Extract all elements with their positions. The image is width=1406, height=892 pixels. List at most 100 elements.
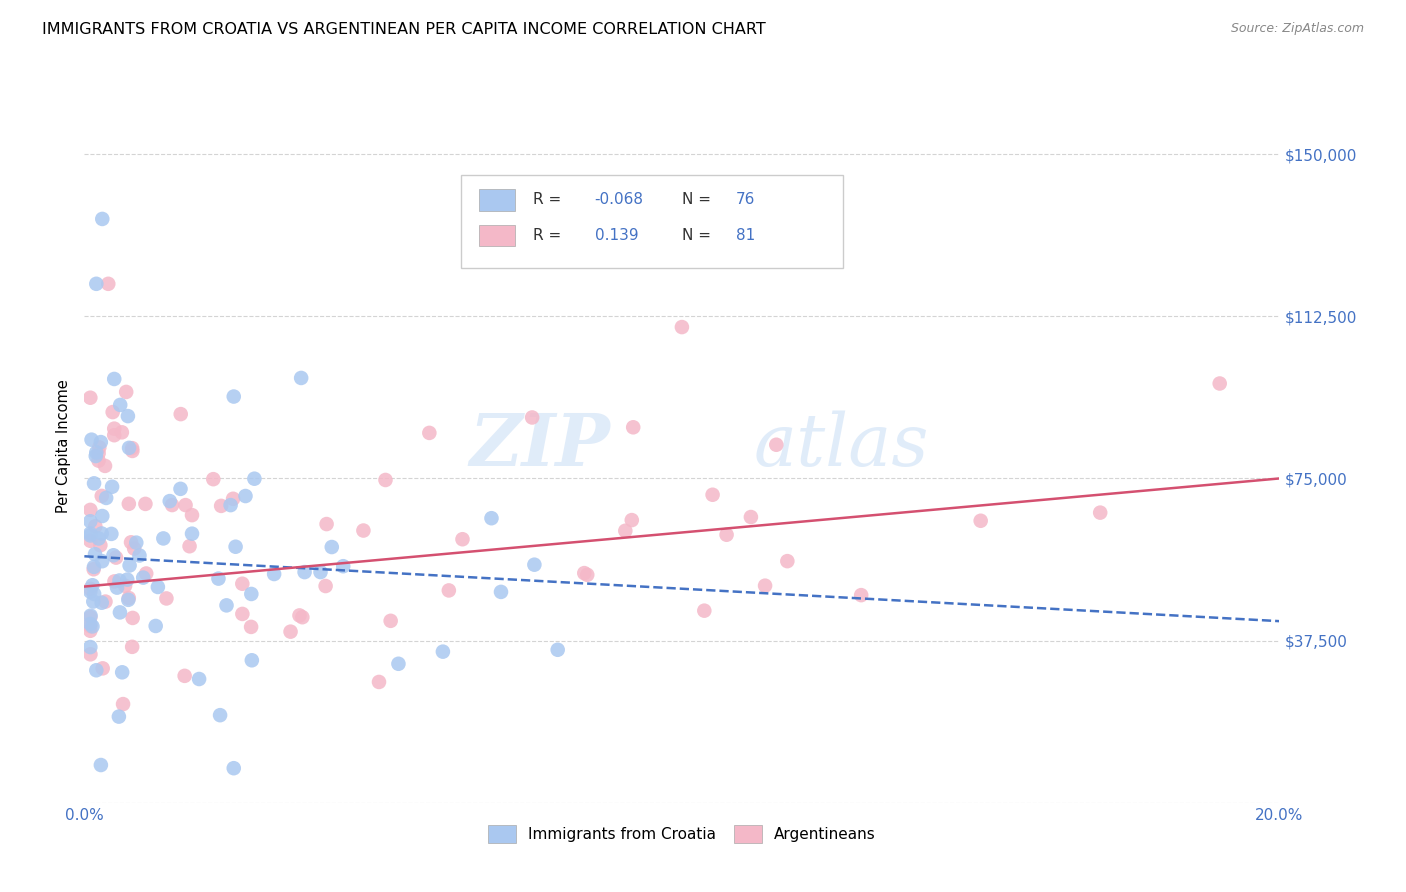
- Point: [118, 441, 141, 455]
- Point: [146, 580, 169, 594]
- Point: [215, 599, 238, 613]
- Point: [240, 620, 263, 634]
- Point: [79, 533, 101, 548]
- Point: [754, 579, 776, 593]
- Y-axis label: Per Capita Income: Per Capita Income: [56, 379, 72, 513]
- Point: [235, 489, 257, 503]
- Point: [94, 458, 117, 473]
- Point: [776, 554, 799, 568]
- Text: 81: 81: [735, 228, 755, 243]
- Point: [108, 606, 131, 620]
- Point: [112, 697, 135, 711]
- Point: [970, 514, 993, 528]
- Point: [621, 420, 644, 434]
- Point: [91, 554, 114, 568]
- Text: R =: R =: [533, 228, 565, 243]
- Point: [288, 608, 311, 623]
- Point: [222, 390, 245, 404]
- Point: [240, 653, 263, 667]
- Point: [352, 524, 374, 538]
- Point: [169, 482, 191, 496]
- Point: [368, 675, 391, 690]
- Point: [181, 526, 204, 541]
- Point: [179, 539, 201, 553]
- Point: [202, 472, 225, 486]
- Point: [90, 489, 112, 503]
- Point: [122, 541, 145, 556]
- Point: [315, 579, 337, 593]
- Text: 0.139: 0.139: [595, 228, 638, 243]
- Point: [86, 445, 108, 459]
- Point: [174, 498, 197, 512]
- Text: N =: N =: [682, 193, 716, 207]
- Point: [263, 567, 285, 582]
- Point: [121, 444, 143, 458]
- Point: [159, 494, 181, 508]
- Point: [121, 640, 143, 654]
- Point: [118, 591, 141, 605]
- Point: [188, 672, 211, 686]
- Point: [82, 578, 104, 592]
- Text: Source: ZipAtlas.com: Source: ZipAtlas.com: [1230, 22, 1364, 36]
- Point: [103, 574, 125, 589]
- Text: IMMIGRANTS FROM CROATIA VS ARGENTINEAN PER CAPITA INCOME CORRELATION CHART: IMMIGRANTS FROM CROATIA VS ARGENTINEAN P…: [42, 22, 766, 37]
- Point: [79, 584, 101, 599]
- Point: [145, 619, 167, 633]
- Point: [120, 535, 142, 549]
- Point: [170, 407, 193, 421]
- Point: [90, 596, 112, 610]
- Point: [209, 499, 232, 513]
- Point: [101, 405, 124, 419]
- Point: [91, 509, 114, 524]
- Point: [79, 610, 101, 624]
- Point: [222, 761, 245, 775]
- Point: [523, 558, 546, 572]
- Point: [380, 614, 402, 628]
- Point: [103, 422, 125, 436]
- Point: [96, 491, 118, 505]
- Point: [82, 594, 104, 608]
- Point: [294, 565, 316, 579]
- Point: [290, 371, 312, 385]
- Point: [84, 519, 107, 533]
- Point: [79, 391, 101, 405]
- Text: -0.068: -0.068: [595, 193, 644, 207]
- Text: atlas: atlas: [754, 410, 929, 482]
- Point: [114, 579, 136, 593]
- Text: R =: R =: [533, 193, 565, 207]
- Text: N =: N =: [682, 228, 716, 243]
- Point: [716, 527, 738, 541]
- Point: [574, 566, 596, 580]
- Point: [740, 510, 762, 524]
- Point: [108, 574, 131, 588]
- Point: [100, 527, 122, 541]
- Point: [117, 573, 139, 587]
- Point: [181, 508, 204, 522]
- Point: [103, 372, 125, 386]
- Point: [118, 497, 141, 511]
- Point: [207, 572, 229, 586]
- Point: [84, 547, 107, 561]
- Point: [219, 498, 242, 512]
- Point: [315, 517, 337, 532]
- Point: [489, 585, 512, 599]
- Point: [80, 433, 103, 447]
- Point: [155, 591, 177, 606]
- Point: [152, 532, 174, 546]
- Point: [121, 441, 143, 455]
- Point: [91, 211, 114, 226]
- Point: [231, 576, 253, 591]
- Point: [110, 398, 132, 412]
- Point: [418, 425, 440, 440]
- Point: [309, 565, 332, 579]
- Point: [481, 511, 503, 525]
- Point: [79, 648, 101, 662]
- Point: [79, 528, 101, 542]
- Point: [291, 610, 314, 624]
- Point: [121, 611, 143, 625]
- Point: [94, 594, 117, 608]
- Point: [225, 540, 247, 554]
- Point: [90, 758, 112, 772]
- Point: [765, 438, 787, 452]
- Point: [135, 566, 157, 581]
